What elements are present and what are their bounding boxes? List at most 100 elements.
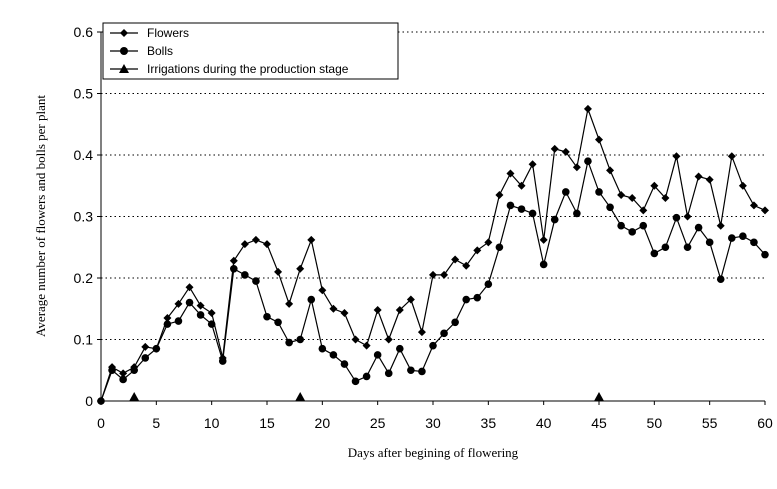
y-tick-label: 0.5 (74, 86, 94, 102)
point-circle (595, 188, 603, 196)
point-diamond (595, 135, 603, 144)
point-circle (318, 344, 327, 353)
point-circle (296, 335, 305, 344)
point-circle (407, 366, 415, 375)
point-diamond (196, 301, 205, 310)
point-circle (606, 203, 614, 212)
x-tick-label: 0 (97, 415, 105, 431)
point-circle (340, 360, 349, 368)
x-tick-label: 45 (591, 415, 607, 431)
point-circle (484, 280, 493, 288)
data-series (97, 104, 769, 405)
point-circle (716, 275, 725, 284)
legend-label-flowers: Flowers (147, 26, 189, 40)
point-circle (97, 397, 105, 405)
point-circle (617, 221, 625, 230)
point-diamond (572, 163, 581, 172)
point-diamond (473, 246, 482, 255)
point-diamond (318, 286, 327, 295)
point-circle (750, 238, 758, 247)
x-axis-title: Days after begining of flowering (348, 445, 519, 460)
point-diamond (285, 299, 294, 308)
point-diamond (462, 261, 471, 270)
point-diamond (240, 240, 249, 249)
legend-marker-flowers (120, 29, 128, 37)
point-diamond (362, 341, 371, 350)
point-circle (739, 232, 747, 240)
point-diamond (440, 270, 449, 279)
point-diamond (373, 305, 382, 314)
point-diamond (761, 206, 769, 215)
point-circle (152, 344, 161, 353)
point-circle (440, 329, 448, 338)
point-diamond (429, 270, 437, 279)
point-circle (396, 344, 404, 353)
point-diamond (517, 181, 526, 190)
point-diamond (727, 152, 736, 161)
point-diamond (451, 255, 460, 264)
point-circle (584, 157, 592, 165)
point-circle (728, 234, 736, 242)
point-circle (384, 369, 393, 378)
point-circle (130, 366, 138, 375)
legend-item-irrigations: Irrigations during the production stage (110, 62, 349, 76)
point-circle (495, 243, 504, 252)
point-diamond (550, 144, 559, 153)
point-diamond (683, 212, 692, 221)
point-circle (108, 366, 116, 375)
point-diamond (119, 369, 128, 378)
y-tick-label: 0.4 (74, 147, 94, 163)
x-tick-label: 35 (481, 415, 497, 431)
point-diamond (583, 104, 592, 113)
legend-marker-irrigations (119, 64, 129, 73)
point-triangle (594, 392, 604, 401)
point-circle (174, 317, 183, 325)
point-circle (550, 215, 559, 224)
x-tick-label: 55 (702, 415, 718, 431)
point-circle (185, 298, 194, 307)
point-diamond (749, 201, 758, 210)
x-tick-label: 40 (536, 415, 552, 431)
point-diamond (185, 283, 194, 292)
point-circle (418, 367, 426, 376)
point-diamond (406, 295, 415, 304)
point-circle (628, 228, 636, 236)
point-diamond (506, 169, 515, 178)
point-diamond (561, 147, 570, 156)
point-circle (362, 372, 371, 381)
point-circle (163, 320, 172, 328)
point-circle (119, 375, 127, 384)
point-diamond (716, 221, 725, 230)
point-circle (263, 312, 271, 321)
point-circle (274, 318, 282, 327)
legend-marker-bolls (120, 47, 128, 55)
point-circle (705, 238, 714, 247)
point-circle (141, 354, 150, 362)
tick-labels: 0 0.1 0.2 0.3 0.4 0.5 0.6 0 5 10 15 20 25 30 35 40 45 50 5… (74, 24, 773, 431)
y-tick-label: 0 (85, 393, 93, 409)
point-circle (761, 250, 769, 259)
point-diamond (528, 160, 537, 169)
point-diamond (628, 194, 637, 203)
point-diamond (307, 235, 316, 244)
y-tick-label: 0.6 (74, 24, 94, 40)
point-circle (650, 249, 659, 258)
point-diamond (694, 172, 703, 181)
point-diamond (617, 190, 626, 199)
legend: Flowers Bolls Irrigations during the pro… (102, 22, 399, 80)
point-diamond (141, 342, 150, 351)
point-diamond (495, 190, 504, 199)
point-circle (683, 243, 692, 252)
point-diamond (229, 256, 238, 265)
legend-label-irrigations: Irrigations during the production stage (147, 62, 349, 76)
point-circle (429, 341, 437, 350)
point-circle (539, 260, 548, 269)
point-circle (573, 209, 581, 218)
point-diamond (484, 238, 493, 247)
point-diamond (174, 299, 183, 308)
y-tick-label: 0.1 (74, 332, 94, 348)
x-tick-label: 15 (259, 415, 275, 431)
x-tick-label: 25 (370, 415, 386, 431)
y-tick-label: 0.2 (74, 270, 94, 286)
point-diamond (351, 335, 360, 344)
